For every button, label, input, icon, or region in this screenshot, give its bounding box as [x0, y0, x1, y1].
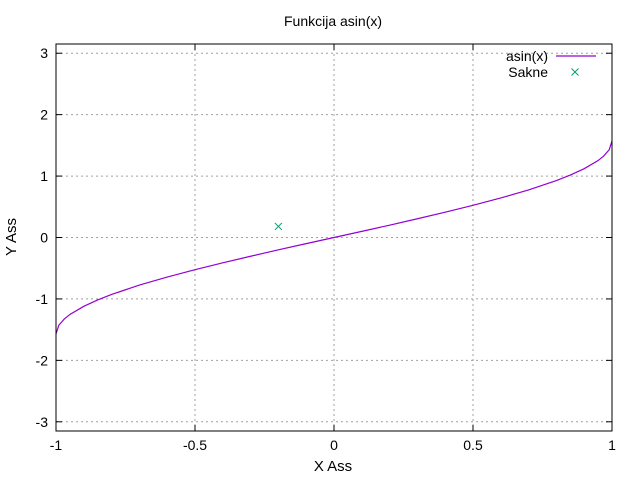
y-tick-label: -2: [36, 352, 49, 368]
root-point-marker: [274, 222, 283, 231]
y-axis-label: Y Ass: [3, 218, 20, 256]
y-tick-label: 2: [40, 107, 48, 123]
plot-series: [55, 140, 613, 335]
x-tick-label: 1: [608, 437, 616, 453]
legend: asin(x)Sakne: [506, 48, 596, 80]
marker-stroke: [274, 222, 283, 231]
x-tick-label: -0.5: [183, 437, 207, 453]
y-tick-label: 0: [40, 230, 48, 246]
marker-stroke: [571, 68, 579, 76]
y-tick-label: -3: [36, 414, 49, 430]
x-tick-label: 0: [330, 437, 338, 453]
chart-title: Funkcija asin(x): [284, 13, 382, 29]
legend-label: Sakne: [508, 64, 548, 80]
y-tick-label: 1: [40, 168, 48, 184]
legend-label: asin(x): [506, 48, 548, 64]
x-tick-label: 0.5: [463, 437, 483, 453]
x-tick-label: -1: [50, 437, 63, 453]
y-tick-label: 3: [40, 45, 48, 61]
axis-ticks: -1 -0.5 0 0.5 1 -3 -2 -1 0 1 2 3: [36, 44, 616, 453]
y-tick-label: -1: [36, 291, 49, 307]
legend-marker-swatch: [571, 68, 579, 76]
plot-frame: [55, 43, 613, 432]
x-axis-label: X Ass: [314, 458, 352, 475]
series-line-asin: [55, 140, 613, 335]
